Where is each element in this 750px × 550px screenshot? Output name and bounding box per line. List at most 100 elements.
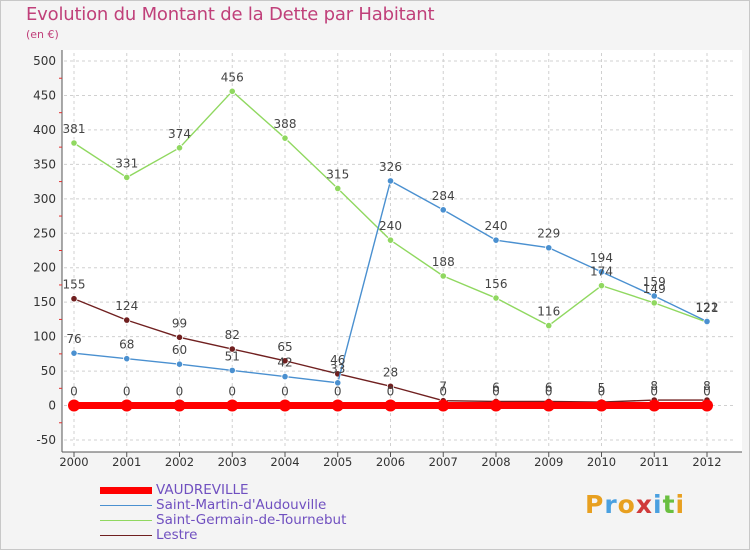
data-label: 68 — [119, 338, 134, 352]
data-point — [123, 173, 131, 182]
data-label: 6 — [492, 380, 500, 394]
data-label: 99 — [172, 316, 187, 330]
data-label: 0 — [439, 385, 447, 399]
data-point — [68, 399, 80, 412]
data-label: 315 — [326, 167, 349, 181]
data-point — [492, 294, 500, 302]
data-label: 60 — [172, 343, 187, 357]
data-point — [334, 379, 342, 387]
data-point — [123, 355, 131, 363]
legend-swatch — [100, 519, 152, 522]
chart-title: Evolution du Montant de la Dette par Hab… — [26, 4, 435, 25]
legend-swatch — [100, 504, 152, 507]
data-point — [226, 399, 239, 412]
data-point — [228, 366, 236, 375]
y-tick-label: 450 — [33, 88, 56, 102]
legend-swatch — [100, 534, 152, 537]
y-tick-label: 500 — [33, 54, 56, 68]
data-point — [439, 272, 447, 280]
data-label: 0 — [598, 385, 606, 399]
data-label: 155 — [63, 278, 86, 292]
data-point — [439, 206, 447, 214]
y-tick-label: 0 — [48, 399, 56, 413]
series-lines — [68, 87, 713, 412]
x-tick-label: 2010 — [587, 455, 616, 469]
data-label: 156 — [485, 277, 508, 291]
data-label: 51 — [225, 349, 240, 363]
data-label: 28 — [383, 365, 398, 379]
data-label: 116 — [537, 305, 560, 319]
data-label: 122 — [696, 300, 719, 314]
proxiti-logo: Proxiti — [585, 490, 685, 519]
data-label: 0 — [650, 385, 658, 399]
data-point — [545, 244, 553, 252]
data-point — [281, 357, 289, 365]
data-point — [492, 236, 500, 244]
x-tick-label: 2012 — [692, 455, 721, 469]
data-label: 82 — [225, 328, 240, 342]
x-tick-label: 2009 — [534, 455, 563, 469]
data-label: 229 — [537, 227, 560, 241]
x-tick-label: 2003 — [218, 455, 247, 469]
x-tick-label: 2005 — [323, 455, 352, 469]
data-label: 240 — [379, 219, 402, 233]
data-point — [597, 282, 606, 290]
data-label: 65 — [277, 340, 292, 354]
data-label: 0 — [176, 385, 184, 399]
data-point — [650, 292, 658, 300]
data-point — [437, 399, 450, 412]
data-point — [331, 399, 344, 412]
data-point — [648, 399, 661, 412]
data-label: 46 — [330, 353, 345, 367]
legend-label: Saint-Germain-de-Tournebut — [156, 512, 347, 528]
data-point — [279, 399, 291, 412]
grid-lines — [62, 50, 742, 452]
x-tick-label: 2007 — [429, 455, 458, 469]
data-label: 331 — [115, 156, 138, 170]
data-label: 149 — [643, 282, 666, 296]
data-point — [542, 399, 555, 412]
data-label: 326 — [379, 160, 402, 174]
data-label: 0 — [492, 385, 500, 399]
data-label: 0 — [281, 385, 289, 399]
data-label: 7 — [439, 380, 447, 394]
data-label: 284 — [432, 189, 455, 203]
legend-label: VAUDREVILLE — [156, 482, 249, 498]
data-label: 5 — [598, 381, 606, 395]
data-label: 33 — [330, 362, 345, 376]
data-point — [701, 399, 713, 412]
data-label: 240 — [485, 219, 508, 233]
data-label: 0 — [70, 385, 78, 399]
logo-letter: x — [635, 490, 653, 519]
logo-letter: o — [617, 490, 636, 519]
data-label: 159 — [643, 275, 666, 289]
y-tick-label: 400 — [33, 123, 56, 137]
y-tick-label: -50 — [36, 433, 56, 447]
data-point — [334, 184, 342, 193]
data-label: 174 — [590, 265, 613, 279]
data-label: 42 — [277, 356, 292, 370]
data-point — [70, 295, 78, 303]
logo-letter: P — [585, 490, 605, 519]
data-label: 8 — [650, 379, 658, 393]
data-label: 0 — [334, 385, 342, 399]
x-tick-label: 2006 — [376, 455, 405, 469]
y-tick-label: 150 — [33, 295, 56, 309]
data-point — [281, 134, 289, 142]
logo-letter: r — [604, 490, 618, 519]
logo-letter: i — [653, 490, 663, 519]
data-point — [384, 399, 397, 412]
x-tick-label: 2011 — [640, 455, 669, 469]
data-label: 0 — [123, 385, 131, 399]
data-label: 188 — [432, 255, 455, 269]
legend-swatch — [100, 487, 152, 494]
data-labels: 0 0 0 0 0 0 0 0 0 0 0 0 076 68 60 51 42 33326284240229194… — [63, 70, 719, 398]
data-point — [70, 139, 78, 147]
data-label: 8 — [703, 379, 711, 393]
logo-letter: i — [675, 490, 686, 519]
x-tick-label: 2001 — [112, 455, 141, 469]
data-point — [228, 345, 236, 353]
x-tick-label: 2000 — [59, 455, 88, 469]
data-point — [703, 317, 711, 326]
data-point — [386, 382, 395, 390]
